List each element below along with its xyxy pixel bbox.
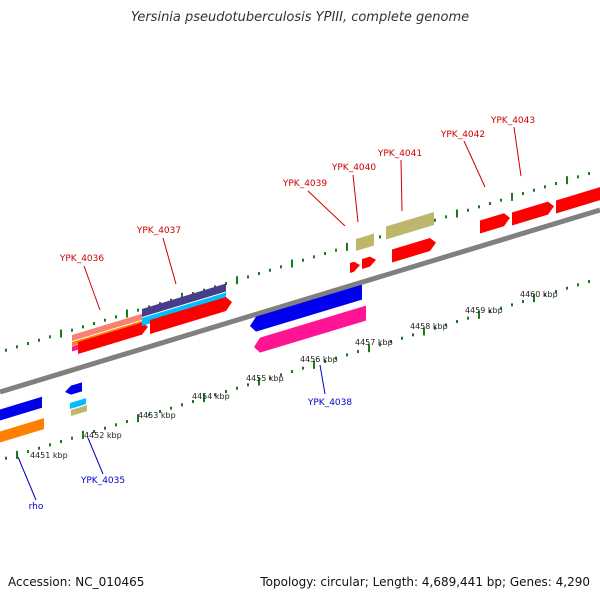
ypk4044-red-bar[interactable] [556, 187, 600, 214]
genome-backbone [0, 207, 600, 395]
accession-text: Accession: NC_010465 [8, 575, 145, 589]
scale-label-0: 4451 kbp [30, 451, 68, 460]
ypk4037-purple-bar[interactable] [142, 283, 226, 317]
ypk4039-tan-bar[interactable] [356, 233, 374, 251]
inner-tick-track [5, 280, 590, 460]
scale-label-2: 4453 kbp [138, 411, 176, 420]
ypk4038-blue-bar[interactable] [250, 284, 362, 332]
scale-label-8: 4459 kbp [465, 306, 503, 315]
scale-label-3: 4454 kbp [192, 392, 230, 401]
ypk4043-red-bar[interactable] [512, 201, 554, 226]
reverse-gene-leader-0 [17, 456, 37, 501]
forward-gene-leader-6 [513, 126, 522, 177]
scale-label-7: 4458 kbp [410, 322, 448, 331]
forward-gene-leader-4 [400, 159, 403, 212]
ypk4035-cyan-bar[interactable] [70, 398, 86, 409]
reverse-gene-label-0[interactable]: rho [29, 502, 44, 512]
ypk4041-tan-bar[interactable] [386, 211, 434, 240]
feature-track [0, 187, 600, 444]
ypk4040-red-bar[interactable] [362, 256, 376, 269]
ypk4038-pink-bar[interactable] [254, 305, 366, 353]
forward-gene-leader-0 [83, 265, 101, 311]
forward-gene-leader-1 [162, 237, 177, 285]
scale-labels: 4451 kbp 4452 kbp 4453 kbp 4454 kbp 4455 kbp… [30, 290, 558, 460]
reverse-gene-leader-1 [87, 437, 104, 475]
scale-label-4: 4455 kbp [246, 374, 284, 383]
forward-gene-label-0[interactable]: YPK_4036 [59, 254, 105, 264]
forward-gene-label-1[interactable]: YPK_4037 [136, 226, 181, 236]
scale-label-6: 4457 kbp [355, 338, 393, 347]
forward-gene-label-2[interactable]: YPK_4039 [282, 179, 328, 189]
gene-labels: YPK_4036 YPK_4037 YPK_4039YPK_4040YPK_4041… [17, 116, 535, 512]
forward-gene-label-6[interactable]: YPK_4043 [490, 116, 535, 126]
reverse-gene-label-2[interactable]: YPK_4038 [307, 398, 353, 408]
rho-bar[interactable] [0, 396, 42, 422]
ypk4036-red-bar[interactable] [78, 322, 148, 354]
ypk4037-red-bar[interactable] [150, 296, 232, 334]
ypk4036-salmon-bar[interactable] [72, 313, 142, 341]
forward-gene-leader-5 [463, 140, 486, 188]
rho-orange-bar[interactable] [0, 418, 44, 444]
forward-gene-leader-2 [307, 190, 346, 227]
ypk4035-blue-bar[interactable] [65, 382, 82, 395]
ypk4035-tan-bar[interactable] [71, 405, 87, 416]
reverse-gene-label-1[interactable]: YPK_4035 [80, 476, 125, 486]
scale-label-9: 4460 kbp [520, 290, 558, 299]
scale-label-1: 4452 kbp [84, 431, 122, 440]
topology-summary: Topology: circular; Length: 4,689,441 bp… [260, 575, 590, 589]
map-title: Yersinia pseudotuberculosis YPIII, compl… [130, 10, 470, 25]
forward-gene-label-3[interactable]: YPK_4040 [331, 163, 377, 173]
forward-gene-leader-3 [352, 174, 359, 223]
ypk4039-red-bar[interactable] [350, 261, 360, 273]
forward-gene-label-4[interactable]: YPK_4041 [377, 149, 422, 159]
ypk4041-red-bar[interactable] [392, 237, 436, 263]
scale-label-5: 4456 kbp [300, 355, 338, 364]
reverse-gene-leader-2 [319, 364, 326, 395]
forward-gene-label-5[interactable]: YPK_4042 [440, 130, 485, 140]
ypk4042-red-bar[interactable] [480, 213, 510, 234]
